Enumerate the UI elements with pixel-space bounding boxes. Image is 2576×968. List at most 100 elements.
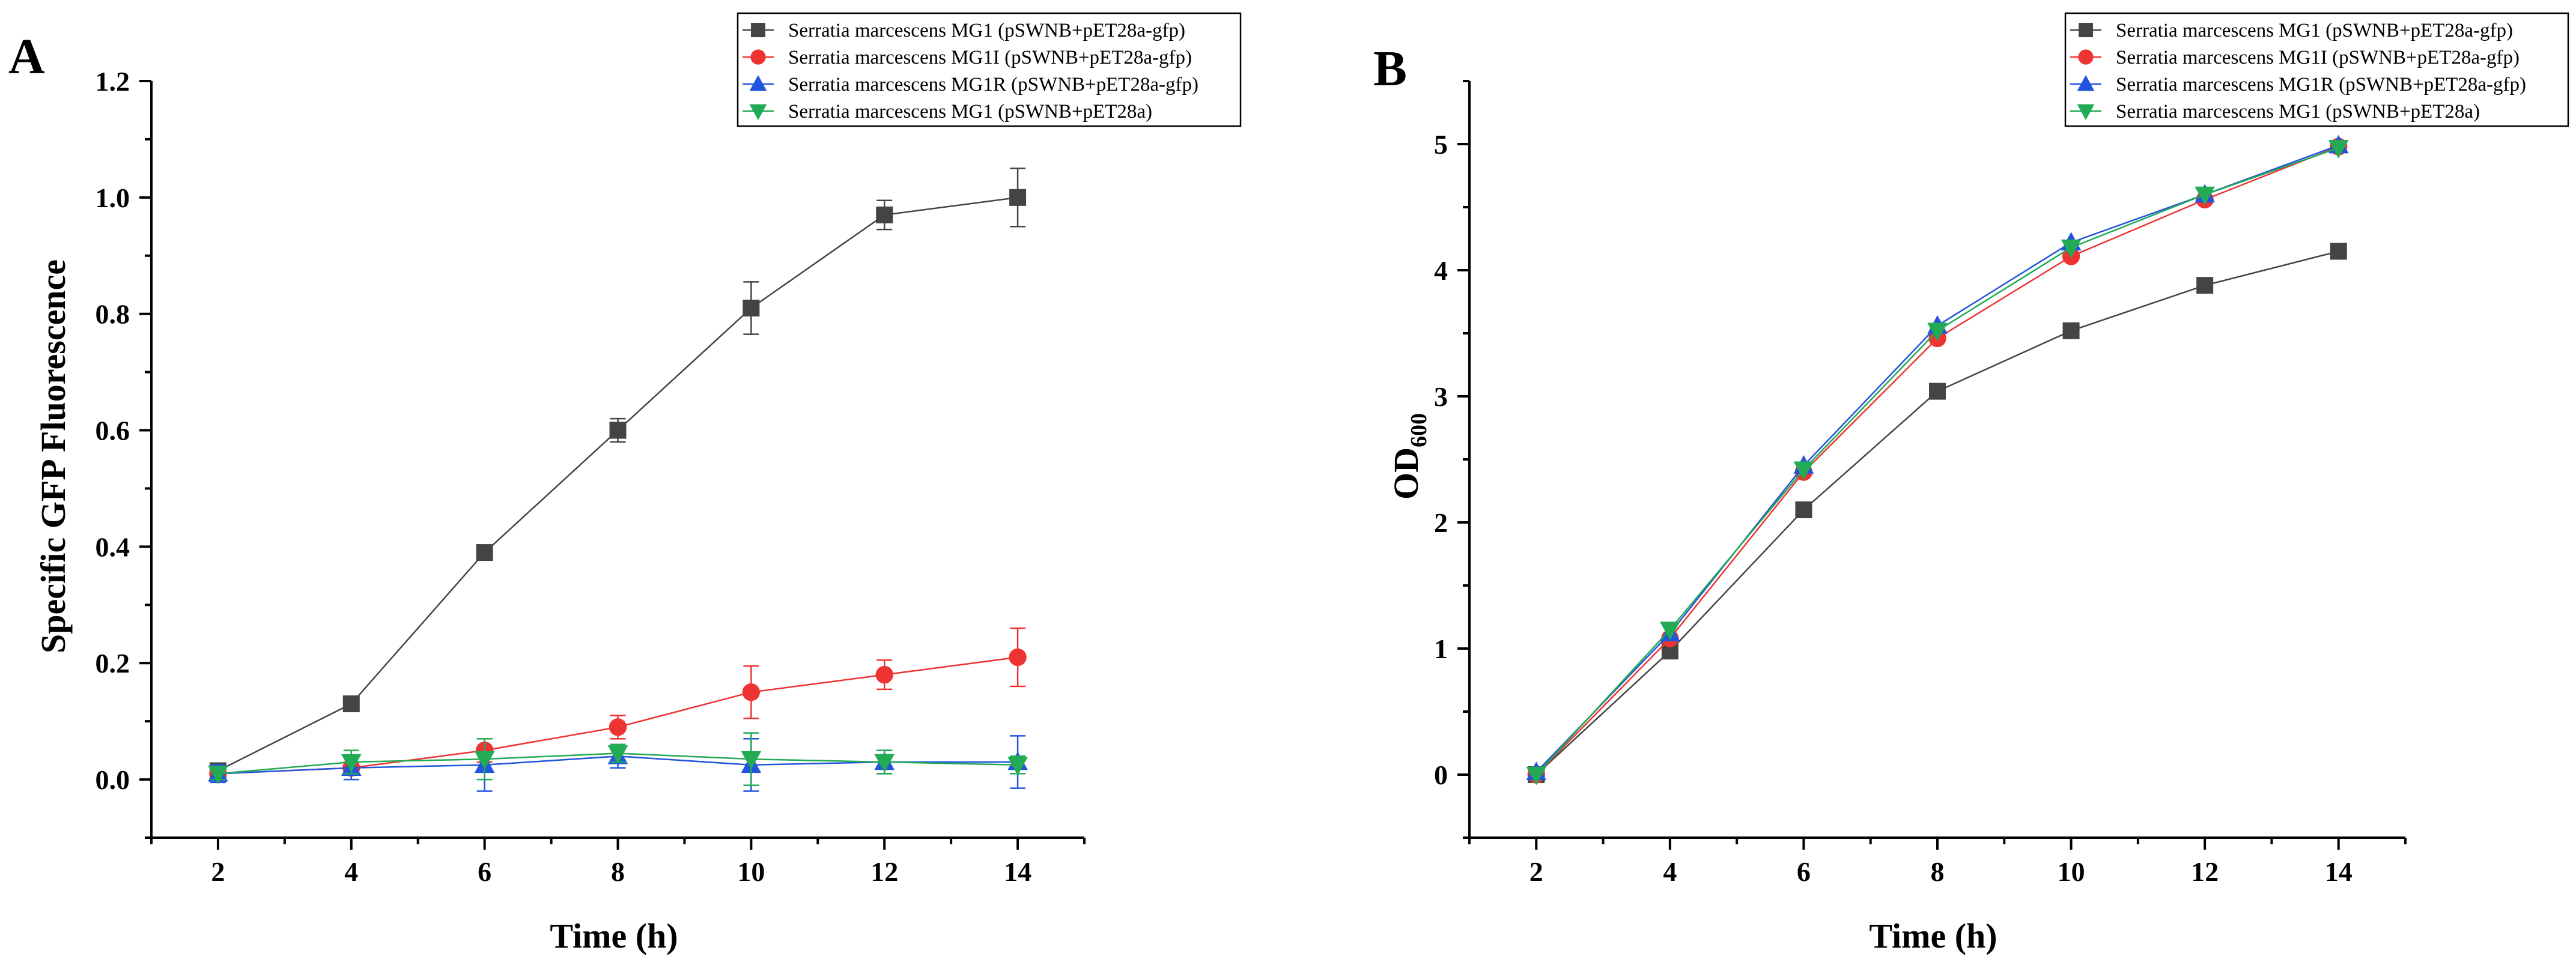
x-tick-label: 8: [1931, 856, 1945, 887]
data-point: [2328, 140, 2349, 159]
legend-box: [2064, 12, 2569, 127]
data-point: [741, 751, 762, 770]
legend-marker: [2079, 23, 2093, 37]
legend-item: Serratia marcescens MG1R (pSWNB+pET28a-g…: [2070, 74, 2526, 95]
data-point: [2196, 277, 2214, 294]
data-point: [2062, 322, 2080, 339]
y-tick-label: 1: [1434, 634, 1448, 664]
y-tick-label: 4: [1434, 255, 1448, 286]
y-tick-label: 1.2: [96, 66, 130, 97]
x-tick-label: 6: [478, 856, 491, 887]
legend-marker: [2078, 49, 2094, 65]
data-point: [609, 422, 627, 439]
x-tick-label: 6: [1797, 856, 1811, 887]
legend-label: Serratia marcescens MG1R (pSWNB+pET28a-g…: [788, 74, 1198, 95]
legend-box: [737, 12, 1242, 127]
data-point: [1795, 501, 1812, 518]
legend-item: Serratia marcescens MG1I (pSWNB+pET28a-g…: [2070, 47, 2520, 68]
data-point: [1793, 461, 1814, 480]
data-point: [2330, 243, 2347, 260]
data-point: [875, 665, 893, 684]
panel-a-ticks: 2 4 6 8 10 12 14 0.0 0.2 0.4 0.6 0.8 1.0 1.2: [96, 66, 1086, 887]
panel-b-x-axis-title: Time (h): [1869, 916, 1997, 955]
data-point: [1009, 189, 1027, 206]
panel-b-y-axis-title-subscript: 600: [1406, 413, 1432, 447]
legend-label: Serratia marcescens MG1I (pSWNB+pET28a-g…: [2116, 47, 2520, 68]
y-tick-label: 0.8: [96, 299, 130, 330]
panel-b-series: [1526, 135, 2349, 785]
x-tick-label: 4: [1663, 856, 1677, 887]
data-point: [1929, 383, 1946, 400]
y-tick-label: 2: [1434, 507, 1448, 538]
panel-b-letter: B: [1373, 41, 1407, 97]
legend-marker: [2077, 75, 2095, 91]
y-tick-label: 0.6: [96, 416, 130, 446]
data-point: [876, 206, 893, 223]
panel-b-y-axis-title-main: OD: [1387, 447, 1426, 500]
data-point: [2061, 239, 2082, 258]
legend-marker: [2077, 104, 2095, 120]
series-4: [208, 732, 1028, 787]
data-point: [208, 766, 228, 784]
legend-marker: [749, 75, 767, 91]
legend-item: Serratia marcescens MG1 (pSWNB+pET28a): [2070, 101, 2480, 123]
y-tick-label: 0.2: [96, 648, 130, 679]
data-point: [1526, 766, 1547, 785]
y-tick-label: 5: [1434, 129, 1448, 160]
legend-marker: [749, 104, 767, 120]
data-point: [341, 754, 362, 773]
data-point: [743, 300, 760, 316]
legend-marker: [751, 23, 765, 37]
x-tick-label: 2: [1530, 856, 1543, 887]
data-point: [476, 544, 493, 561]
x-tick-label: 14: [1004, 856, 1031, 887]
panel-a-chart: A Time (h) Specific GFP Fluorescence 2 4 6…: [8, 12, 1242, 955]
y-tick-label: 0: [1434, 760, 1448, 790]
data-point: [1927, 322, 1948, 342]
legend-item: Serratia marcescens MG1R (pSWNB+pET28a-g…: [743, 74, 1198, 95]
data-point: [1007, 757, 1028, 776]
x-tick-label: 8: [611, 856, 625, 887]
legend-label: Serratia marcescens MG1 (pSWNB+pET28a-gf…: [788, 20, 1185, 41]
legend-item: Serratia marcescens MG1 (pSWNB+pET28a-gf…: [743, 20, 1185, 41]
x-tick-label: 10: [2058, 856, 2085, 887]
legend-label: Serratia marcescens MG1 (pSWNB+pET28a): [2116, 101, 2480, 123]
data-point: [607, 745, 628, 764]
legend-label: Serratia marcescens MG1 (pSWNB+pET28a): [788, 101, 1152, 123]
legend-label: Serratia marcescens MG1R (pSWNB+pET28a-g…: [2116, 74, 2526, 95]
y-tick-label: 3: [1434, 381, 1448, 412]
legend-label: Serratia marcescens MG1I (pSWNB+pET28a-g…: [788, 47, 1192, 68]
legend-item: Serratia marcescens MG1 (pSWNB+pET28a): [743, 101, 1152, 123]
x-tick-label: 10: [737, 856, 765, 887]
x-tick-label: 12: [870, 856, 898, 887]
x-tick-label: 12: [2191, 856, 2219, 887]
panel-b-y-axis-title: OD600: [1387, 413, 1432, 500]
y-tick-label: 0.0: [96, 764, 130, 795]
x-tick-label: 2: [211, 856, 225, 887]
data-point: [874, 754, 895, 773]
data-point: [342, 695, 360, 713]
y-tick-label: 0.4: [96, 531, 130, 562]
legend-label: Serratia marcescens MG1 (pSWNB+pET28a-gf…: [2116, 20, 2513, 41]
y-tick-label: 1.0: [96, 183, 130, 213]
data-point: [742, 683, 761, 701]
panel-b-legend: Serratia marcescens MG1 (pSWNB+pET28a-gf…: [2064, 12, 2569, 127]
data-point: [609, 718, 627, 736]
x-tick-label: 4: [344, 856, 358, 887]
legend-item: Serratia marcescens MG1I (pSWNB+pET28a-g…: [743, 47, 1192, 68]
data-point: [2195, 186, 2215, 205]
panel-a-legend: Serratia marcescens MG1 (pSWNB+pET28a-gf…: [737, 12, 1242, 127]
panel-a-y-axis-title: Specific GFP Fluorescence: [34, 259, 73, 653]
series-1: [1528, 243, 2347, 783]
data-point: [1009, 648, 1027, 667]
series-4: [1526, 140, 2349, 785]
data-point: [1660, 622, 1680, 640]
x-tick-label: 14: [2325, 856, 2353, 887]
legend-marker: [750, 49, 766, 65]
panel-a-x-axis-title: Time (h): [550, 916, 678, 955]
data-point: [474, 751, 495, 770]
panel-a-series: [208, 168, 1028, 792]
